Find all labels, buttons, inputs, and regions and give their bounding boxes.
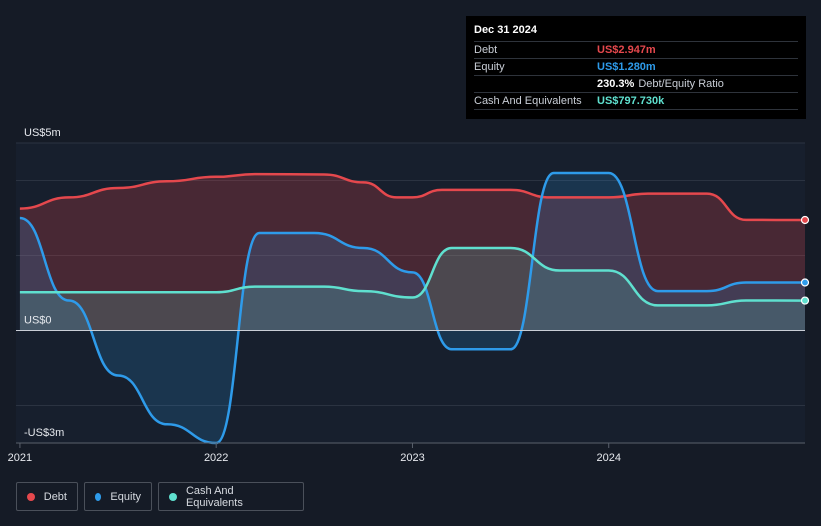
legend-debt-button[interactable]: Debt bbox=[16, 482, 78, 511]
tooltip-cash-label: Cash And Equivalents bbox=[474, 95, 582, 107]
y-axis-labels: US$5m US$0 -US$3m bbox=[24, 127, 64, 439]
debt-end-marker bbox=[800, 215, 810, 225]
tooltip-debt-label: Debt bbox=[474, 44, 498, 56]
tooltip-row-equity: Equity US$1.280m bbox=[474, 58, 798, 75]
equity-line bbox=[19, 171, 805, 445]
tooltip-cash-value: US$797.730k bbox=[597, 95, 665, 107]
y-tick-label: -US$3m bbox=[24, 427, 64, 439]
tooltip-equity-value: US$1.280m bbox=[597, 61, 656, 73]
series-end-markers bbox=[800, 215, 810, 305]
tooltip-ratio-value: 230.3% bbox=[597, 78, 635, 90]
series-lines bbox=[19, 171, 806, 445]
debt-line bbox=[19, 172, 806, 222]
tooltip-row-cash: Cash And Equivalents US$797.730k bbox=[474, 92, 798, 110]
tooltip-panel: Dec 31 2024 Debt US$2.947m Equity US$1.2… bbox=[466, 16, 806, 119]
y-tick-label: US$0 bbox=[24, 315, 52, 327]
debt-dot-icon bbox=[27, 492, 35, 501]
x-tick-label: 2024 bbox=[596, 452, 620, 464]
x-tick-label: 2021 bbox=[8, 452, 32, 464]
legend-equity-button[interactable]: Equity bbox=[84, 482, 152, 511]
cash-and-equivalents-line bbox=[19, 246, 806, 307]
x-axis: 2021 2022 2023 2024 bbox=[8, 442, 805, 464]
gridlines bbox=[16, 142, 805, 444]
tooltip-row-ratio: 230.3% Debt/Equity Ratio bbox=[474, 75, 798, 92]
tooltip-row-debt: Debt US$2.947m bbox=[474, 41, 798, 58]
x-tick-label: 2023 bbox=[400, 452, 424, 464]
x-tick-label: 2022 bbox=[204, 452, 228, 464]
tooltip-equity-label: Equity bbox=[474, 61, 505, 73]
y-tick-label: US$5m bbox=[24, 127, 61, 139]
cash-and-equivalents-end-marker bbox=[800, 296, 810, 305]
equity-area bbox=[19, 173, 805, 443]
equity-dot-icon bbox=[95, 492, 102, 501]
tooltip-debt-value: US$2.947m bbox=[597, 44, 656, 56]
cash-and-equivalents-area bbox=[19, 248, 805, 331]
tooltip-ratio-suffix: Debt/Equity Ratio bbox=[638, 78, 724, 90]
equity-end-marker bbox=[800, 278, 810, 287]
tooltip-date: Dec 31 2024 bbox=[474, 24, 537, 36]
cash-dot-icon bbox=[169, 492, 177, 501]
legend-cash-label: Cash And Equivalents bbox=[185, 484, 243, 509]
legend-cash-button[interactable]: Cash And Equivalents bbox=[158, 482, 304, 511]
legend-equity-label: Equity bbox=[110, 490, 141, 503]
legend-debt-label: Debt bbox=[43, 490, 67, 503]
